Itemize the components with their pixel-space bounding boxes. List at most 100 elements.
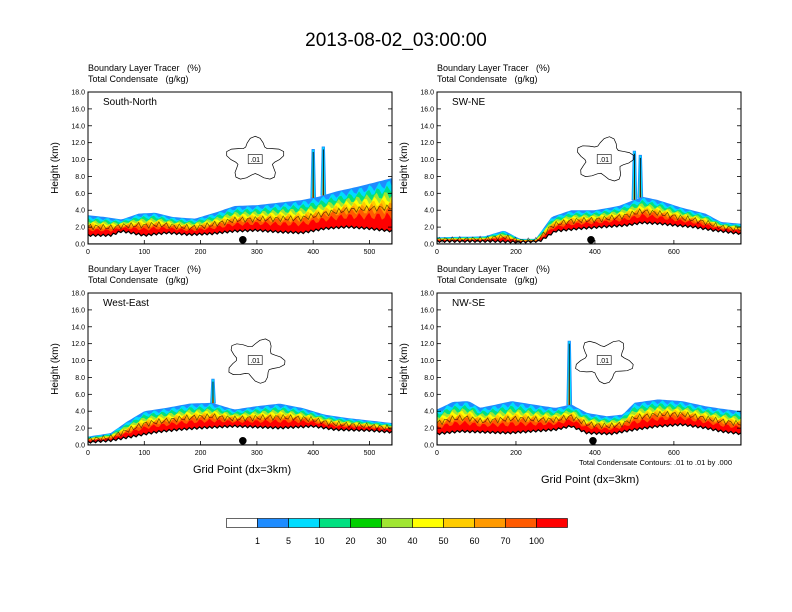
colorbar-swatch (288, 518, 320, 528)
x-tick-label: 200 (510, 249, 522, 256)
x-tick-label: 600 (668, 450, 680, 457)
condensate-contour (88, 413, 392, 443)
colorbar-label: 10 (314, 536, 324, 546)
x-tick-label: 100 (138, 249, 150, 256)
y-tick-label: 14.0 (420, 123, 434, 130)
cross-section-panel-west-east: Boundary Layer Tracer (%) Total Condensa… (50, 264, 393, 464)
colorbar-swatch (474, 518, 506, 528)
variable-label-condensate: Total Condensate (g/kg) (88, 74, 189, 84)
figure-title: 2013-08-02_03:00:00 (305, 30, 487, 51)
contour-label-box (596, 154, 612, 164)
plot-svg: .01 0.0 2.0 4.0 6.0 8.0 10.0 12.0 14.0 16.0 18.0 0 1… (50, 291, 393, 457)
y-tick-label: 8.0 (75, 174, 85, 181)
variable-label-condensate: Total Condensate (g/kg) (88, 275, 189, 285)
variable-label-tracer: Boundary Layer Tracer (%) (88, 63, 202, 73)
terrain (437, 422, 741, 445)
y-tick-label: 2.0 (75, 225, 85, 232)
y-tick-label: 4.0 (424, 409, 434, 416)
colorbar-label: 70 (500, 536, 510, 546)
x-tick-label: 400 (307, 450, 319, 457)
plot-svg: .01 0.0 2.0 4.0 6.0 8.0 10.0 12.0 14.0 16.0 18.0 0 2… (399, 90, 742, 256)
y-tick-label: 18.0 (71, 291, 85, 298)
y-tick-label: 8.0 (424, 174, 434, 181)
variable-label-tracer: Boundary Layer Tracer (%) (437, 63, 551, 73)
y-tick-label: 16.0 (420, 307, 434, 314)
colorbar-swatch (350, 518, 382, 528)
x-tick-label: 200 (195, 249, 207, 256)
colorbar-label: 5 (286, 536, 291, 546)
contour-label-box (247, 154, 263, 164)
y-axis-label: Height (km) (50, 142, 61, 194)
colorbar-swatch (319, 518, 351, 528)
y-tick-label: 14.0 (420, 324, 434, 331)
location-marker (239, 436, 247, 445)
contour-note: Total Condensate Contours: .01 to .01 by… (579, 458, 733, 467)
x-tick-label: 300 (251, 249, 263, 256)
condensate-contour (437, 208, 741, 244)
colorbar-label: 20 (345, 536, 355, 546)
y-tick-label: 10.0 (420, 358, 434, 365)
y-tick-label: 16.0 (420, 106, 434, 113)
y-tick-label: 6.0 (75, 392, 85, 399)
y-tick-label: 4.0 (424, 208, 434, 215)
tracer-field (88, 338, 392, 445)
y-tick-label: 2.0 (75, 426, 85, 433)
y-tick-label: 10.0 (71, 358, 85, 365)
x-tick-label: 100 (138, 450, 150, 457)
colorbar-swatch (226, 518, 258, 528)
y-axis-label: Height (km) (399, 142, 410, 194)
x-tick-label: 400 (307, 249, 319, 256)
x-tick-label: 500 (364, 450, 376, 457)
cross-section-panel-south-north: Boundary Layer Tracer (%) Total Condensa… (50, 63, 393, 263)
y-tick-label: 12.0 (420, 341, 434, 348)
condensate-contour (226, 135, 285, 180)
panel-label: West-East (103, 298, 149, 309)
x-tick-label: 0 (86, 249, 90, 256)
colorbar-label: 40 (407, 536, 417, 546)
y-tick-label: 16.0 (71, 307, 85, 314)
x-tick-label: 0 (435, 450, 439, 457)
contour-label-box (247, 355, 263, 365)
y-tick-label: 2.0 (424, 225, 434, 232)
y-tick-label: 4.0 (75, 208, 85, 215)
y-axis-label: Height (km) (50, 343, 61, 395)
tracer-field (437, 136, 741, 244)
y-tick-label: 6.0 (75, 191, 85, 198)
y-tick-label: 2.0 (424, 426, 434, 433)
condensate-contour (228, 338, 286, 384)
x-tick-label: 300 (251, 450, 263, 457)
x-tick-label: 400 (589, 450, 601, 457)
y-tick-label: 12.0 (420, 140, 434, 147)
colorbar-swatch (381, 518, 413, 528)
location-marker (589, 436, 597, 445)
y-tick-label: 14.0 (71, 123, 85, 130)
condensate-contour (437, 410, 741, 430)
tracer-field (88, 135, 392, 244)
y-axis-label: Height (km) (399, 343, 410, 395)
y-tick-label: 10.0 (71, 157, 85, 164)
x-tick-label: 200 (195, 450, 207, 457)
y-tick-label: 0.0 (424, 443, 434, 450)
y-tick-label: 18.0 (71, 90, 85, 97)
x-tick-label: 200 (510, 450, 522, 457)
terrain (88, 424, 392, 445)
location-marker (239, 235, 247, 244)
location-marker (587, 235, 595, 244)
panel-label: SW-NE (452, 97, 485, 108)
terrain (88, 225, 392, 244)
panel-label: NW-SE (452, 298, 485, 309)
contour-label: .01 (599, 358, 609, 365)
colorbar-swatch (505, 518, 537, 528)
y-tick-label: 6.0 (424, 392, 434, 399)
plot-svg: .01 0.0 2.0 4.0 6.0 8.0 10.0 12.0 14.0 16.0 18.0 0 2… (399, 291, 742, 457)
condensate-contour (88, 204, 392, 231)
colorbar-label: 30 (376, 536, 386, 546)
y-tick-label: 10.0 (420, 157, 434, 164)
colorbar-swatch (443, 518, 475, 528)
tracer-field (437, 340, 741, 445)
y-tick-label: 0.0 (424, 242, 434, 249)
y-tick-label: 12.0 (71, 341, 85, 348)
x-tick-label: 600 (668, 249, 680, 256)
y-tick-label: 8.0 (75, 375, 85, 382)
y-tick-label: 0.0 (75, 443, 85, 450)
